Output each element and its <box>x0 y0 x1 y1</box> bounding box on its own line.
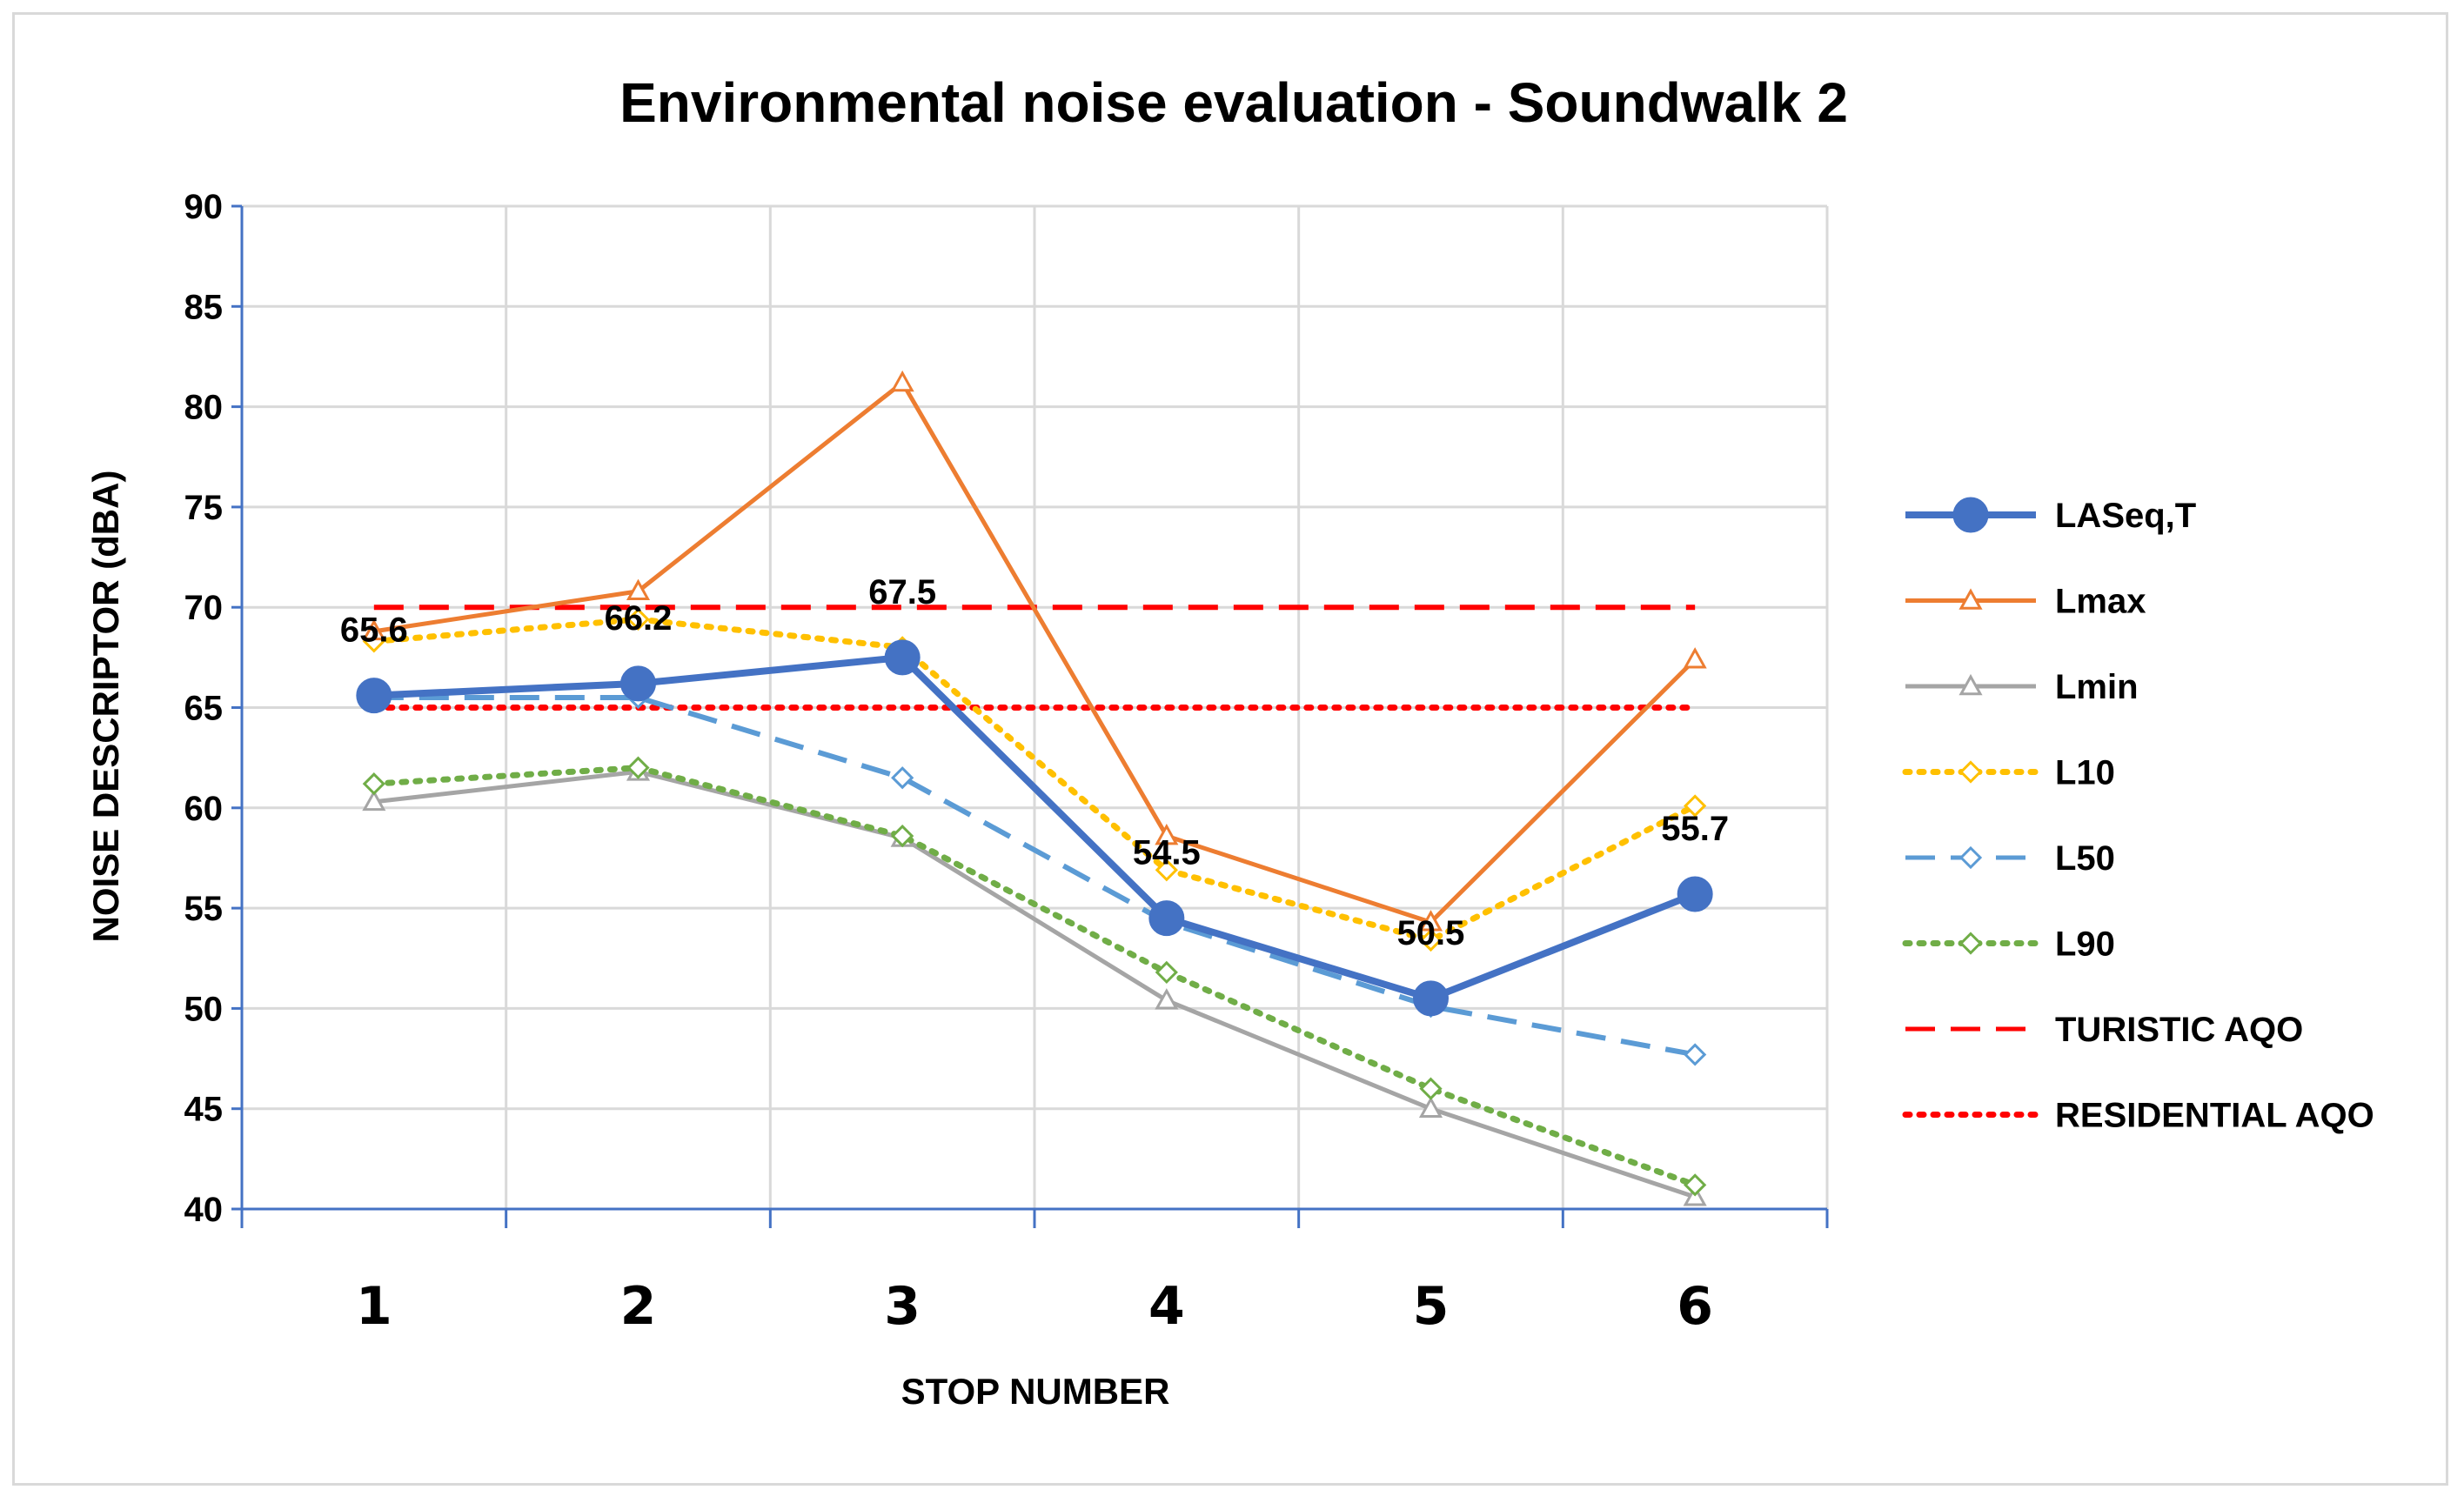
legend-item-l50: L50 <box>1905 839 2115 878</box>
legend-item-lmax: Lmax <box>1905 583 2146 621</box>
series-line-l50 <box>373 694 1696 1058</box>
data-label: 67.5 <box>868 573 936 611</box>
series-line-l10 <box>371 616 1698 944</box>
x-tick-label: 2 <box>620 1276 657 1337</box>
data-point <box>620 665 656 702</box>
data-label: 50.5 <box>1397 914 1465 952</box>
legend-marker <box>1958 845 1983 870</box>
y-tick-label: 90 <box>184 188 224 226</box>
data-point <box>884 639 921 676</box>
data-point <box>1677 876 1713 912</box>
y-tick-label: 60 <box>184 790 224 828</box>
x-tick-labels: 1 2 3 4 5 6 <box>356 1276 1713 1337</box>
legend-item-turistic-aqo: TURISTIC AQO <box>1905 1011 2303 1049</box>
data-point <box>1418 1096 1443 1118</box>
x-axis-label: STOP NUMBER <box>901 1371 1170 1412</box>
series-line-lmax <box>373 380 1697 925</box>
data-label: 55.7 <box>1661 810 1729 848</box>
legend-marker <box>1952 497 1989 533</box>
x-tick-label: 4 <box>1148 1276 1185 1337</box>
data-label: 54.5 <box>1133 834 1201 872</box>
data-point <box>1683 647 1707 669</box>
data-point <box>1155 988 1179 1010</box>
legend-marker <box>1958 932 1983 955</box>
x-tick-label: 1 <box>356 1276 392 1337</box>
legend-label: Lmax <box>2055 583 2146 621</box>
series-lines <box>356 370 1713 1206</box>
y-tick-label: 50 <box>184 990 224 1028</box>
legend-item-lmin: Lmin <box>1905 668 2139 706</box>
y-axis-label: NOISE DESCRIPTOR (dBA) <box>85 471 126 943</box>
y-tick-label: 85 <box>184 288 224 326</box>
data-point <box>890 370 914 392</box>
series-lmax <box>362 370 1707 932</box>
legend-item-laseq-t: LASeq,T <box>1905 497 2196 535</box>
series-laseq-t <box>356 639 1713 1017</box>
data-point <box>1148 900 1185 937</box>
chart-frame <box>12 12 2448 1486</box>
series-l90 <box>362 756 1707 1197</box>
legend-marker <box>1958 588 1983 610</box>
y-tick-label: 80 <box>184 389 224 427</box>
data-labels: 65.6 66.2 67.5 54.5 50.5 55.7 <box>340 573 1729 952</box>
series-line-laseq-t <box>373 653 1697 1002</box>
legend-label: L90 <box>2055 925 2115 964</box>
data-point <box>1419 928 1443 952</box>
data-point <box>626 578 651 601</box>
y-tick-label: 40 <box>184 1191 224 1229</box>
chart-title: Environmental noise evaluation - Soundwa… <box>619 71 1848 134</box>
y-tick-label: 55 <box>184 890 224 928</box>
y-tick-labels: 40 45 50 55 60 65 70 75 80 85 90 <box>184 188 224 1229</box>
data-point <box>1684 1173 1707 1197</box>
legend-marker <box>1958 760 1983 784</box>
data-point <box>1155 823 1179 845</box>
data-point <box>626 756 650 779</box>
y-tick-label: 70 <box>184 589 224 627</box>
data-point <box>1418 910 1443 932</box>
data-point <box>1413 980 1449 1017</box>
y-tick-label: 65 <box>184 690 224 728</box>
legend-item-residential-aqo: RESIDENTIAL AQO <box>1902 1097 2374 1135</box>
legend-item-l90: L90 <box>1902 925 2115 964</box>
data-point <box>362 789 386 812</box>
legend: LASeq,T Lmax Lmin L10 L50 L90 TURISTIC AQO RESI… <box>1902 497 2374 1135</box>
data-point <box>362 772 385 796</box>
data-point <box>891 824 914 848</box>
x-tick-label: 3 <box>884 1276 921 1337</box>
axes <box>231 204 1829 1228</box>
data-point <box>626 607 650 631</box>
legend-label: Lmin <box>2055 668 2139 706</box>
legend-label: LASeq,T <box>2055 497 2196 535</box>
legend-label: RESIDENTIAL AQO <box>2055 1097 2374 1135</box>
series-line-lmin <box>373 769 1696 1199</box>
data-point <box>1684 794 1707 818</box>
legend-item-l10: L10 <box>1902 754 2115 792</box>
data-point <box>362 618 386 641</box>
legend-label: L50 <box>2055 839 2115 878</box>
data-point <box>1419 1077 1443 1100</box>
x-tick-label: 5 <box>1413 1276 1450 1337</box>
legend-label: L10 <box>2055 754 2115 792</box>
data-label: 66.2 <box>605 599 673 638</box>
data-point <box>356 678 392 714</box>
x-tick-label: 6 <box>1677 1276 1713 1337</box>
y-tick-label: 45 <box>184 1091 224 1129</box>
data-point <box>1155 858 1178 882</box>
data-label: 65.6 <box>340 611 408 650</box>
series-line-l90 <box>371 765 1698 1188</box>
legend-marker <box>1958 673 1983 696</box>
data-point <box>891 766 914 790</box>
y-tick-label: 75 <box>184 489 224 527</box>
data-point <box>1155 960 1178 985</box>
data-point <box>1684 1043 1707 1066</box>
legend-label: TURISTIC AQO <box>2055 1011 2303 1049</box>
